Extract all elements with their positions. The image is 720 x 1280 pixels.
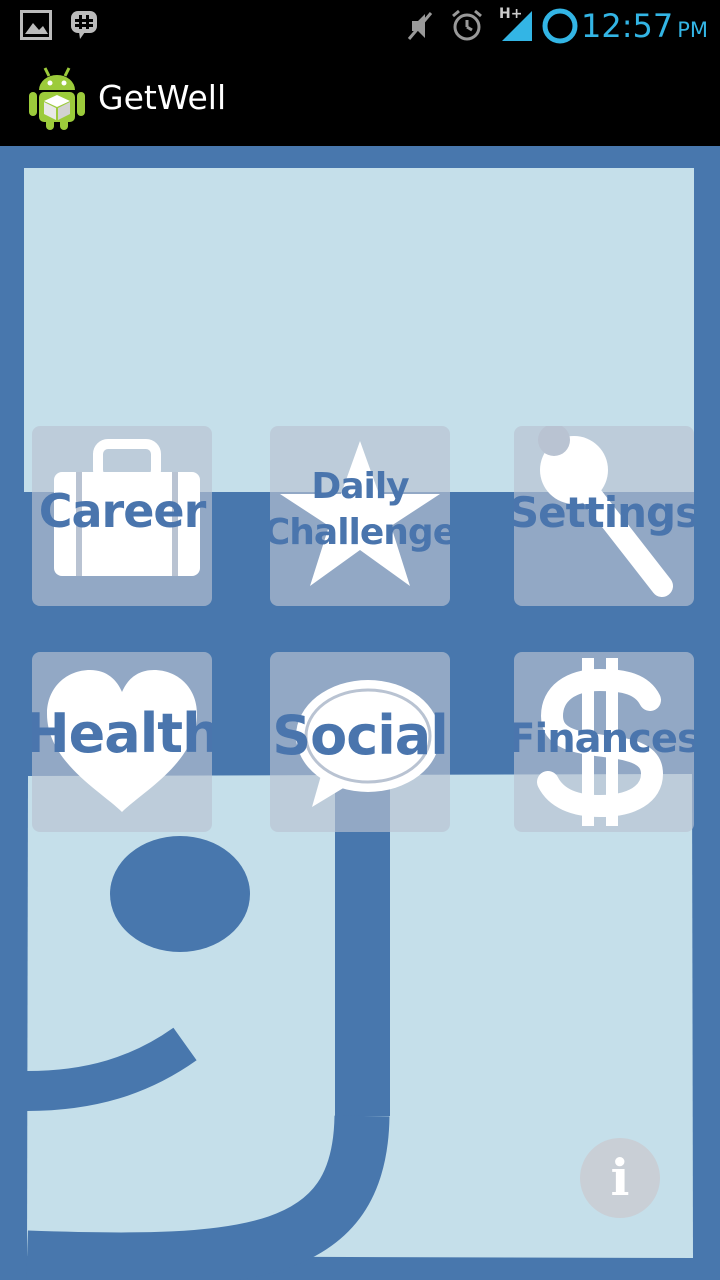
network-type-label: H+	[499, 6, 523, 22]
app-title: GetWell	[98, 78, 227, 117]
clock-ampm: PM	[677, 18, 708, 42]
speech-bubble-icon	[296, 680, 440, 807]
social-tile[interactable]: Social	[270, 652, 450, 832]
action-bar: GetWell	[0, 50, 720, 146]
status-bar: H+ 12:57 PM	[0, 0, 720, 50]
career-label: Career	[38, 484, 207, 538]
settings-label: Settings	[514, 488, 694, 537]
clock-time: 12:57	[580, 7, 674, 45]
wrench-icon	[538, 426, 673, 597]
career-tile[interactable]: Career	[32, 426, 212, 606]
clock: 12:57 PM	[581, 6, 708, 50]
chat-notification-icon	[71, 11, 97, 39]
daily-challenge-label-line1: Daily	[311, 466, 409, 507]
dollar-icon	[537, 658, 664, 826]
heart-icon	[47, 670, 197, 812]
mute-icon	[407, 12, 433, 40]
settings-tile[interactable]: Settings	[514, 426, 694, 606]
social-label: Social	[272, 704, 448, 767]
sync-icon	[542, 8, 578, 44]
alarm-icon	[452, 9, 482, 41]
briefcase-icon	[54, 439, 200, 576]
image-icon	[20, 10, 52, 40]
android-app-icon[interactable]	[28, 64, 86, 130]
health-label: Health	[32, 702, 212, 765]
main-content: Career Daily Challenge Settings Health S…	[0, 146, 720, 1280]
info-button[interactable]: i	[580, 1138, 660, 1218]
star-icon	[280, 441, 440, 586]
signal-icon	[502, 11, 532, 41]
info-icon: i	[610, 1148, 630, 1207]
health-tile[interactable]: Health	[32, 652, 212, 832]
background-artwork	[24, 168, 694, 1280]
daily-challenge-label-line2: Challenge	[270, 512, 450, 553]
finances-label: Finances	[514, 716, 694, 762]
finances-tile[interactable]: Finances	[514, 652, 694, 832]
daily-challenge-tile[interactable]: Daily Challenge	[270, 426, 450, 606]
